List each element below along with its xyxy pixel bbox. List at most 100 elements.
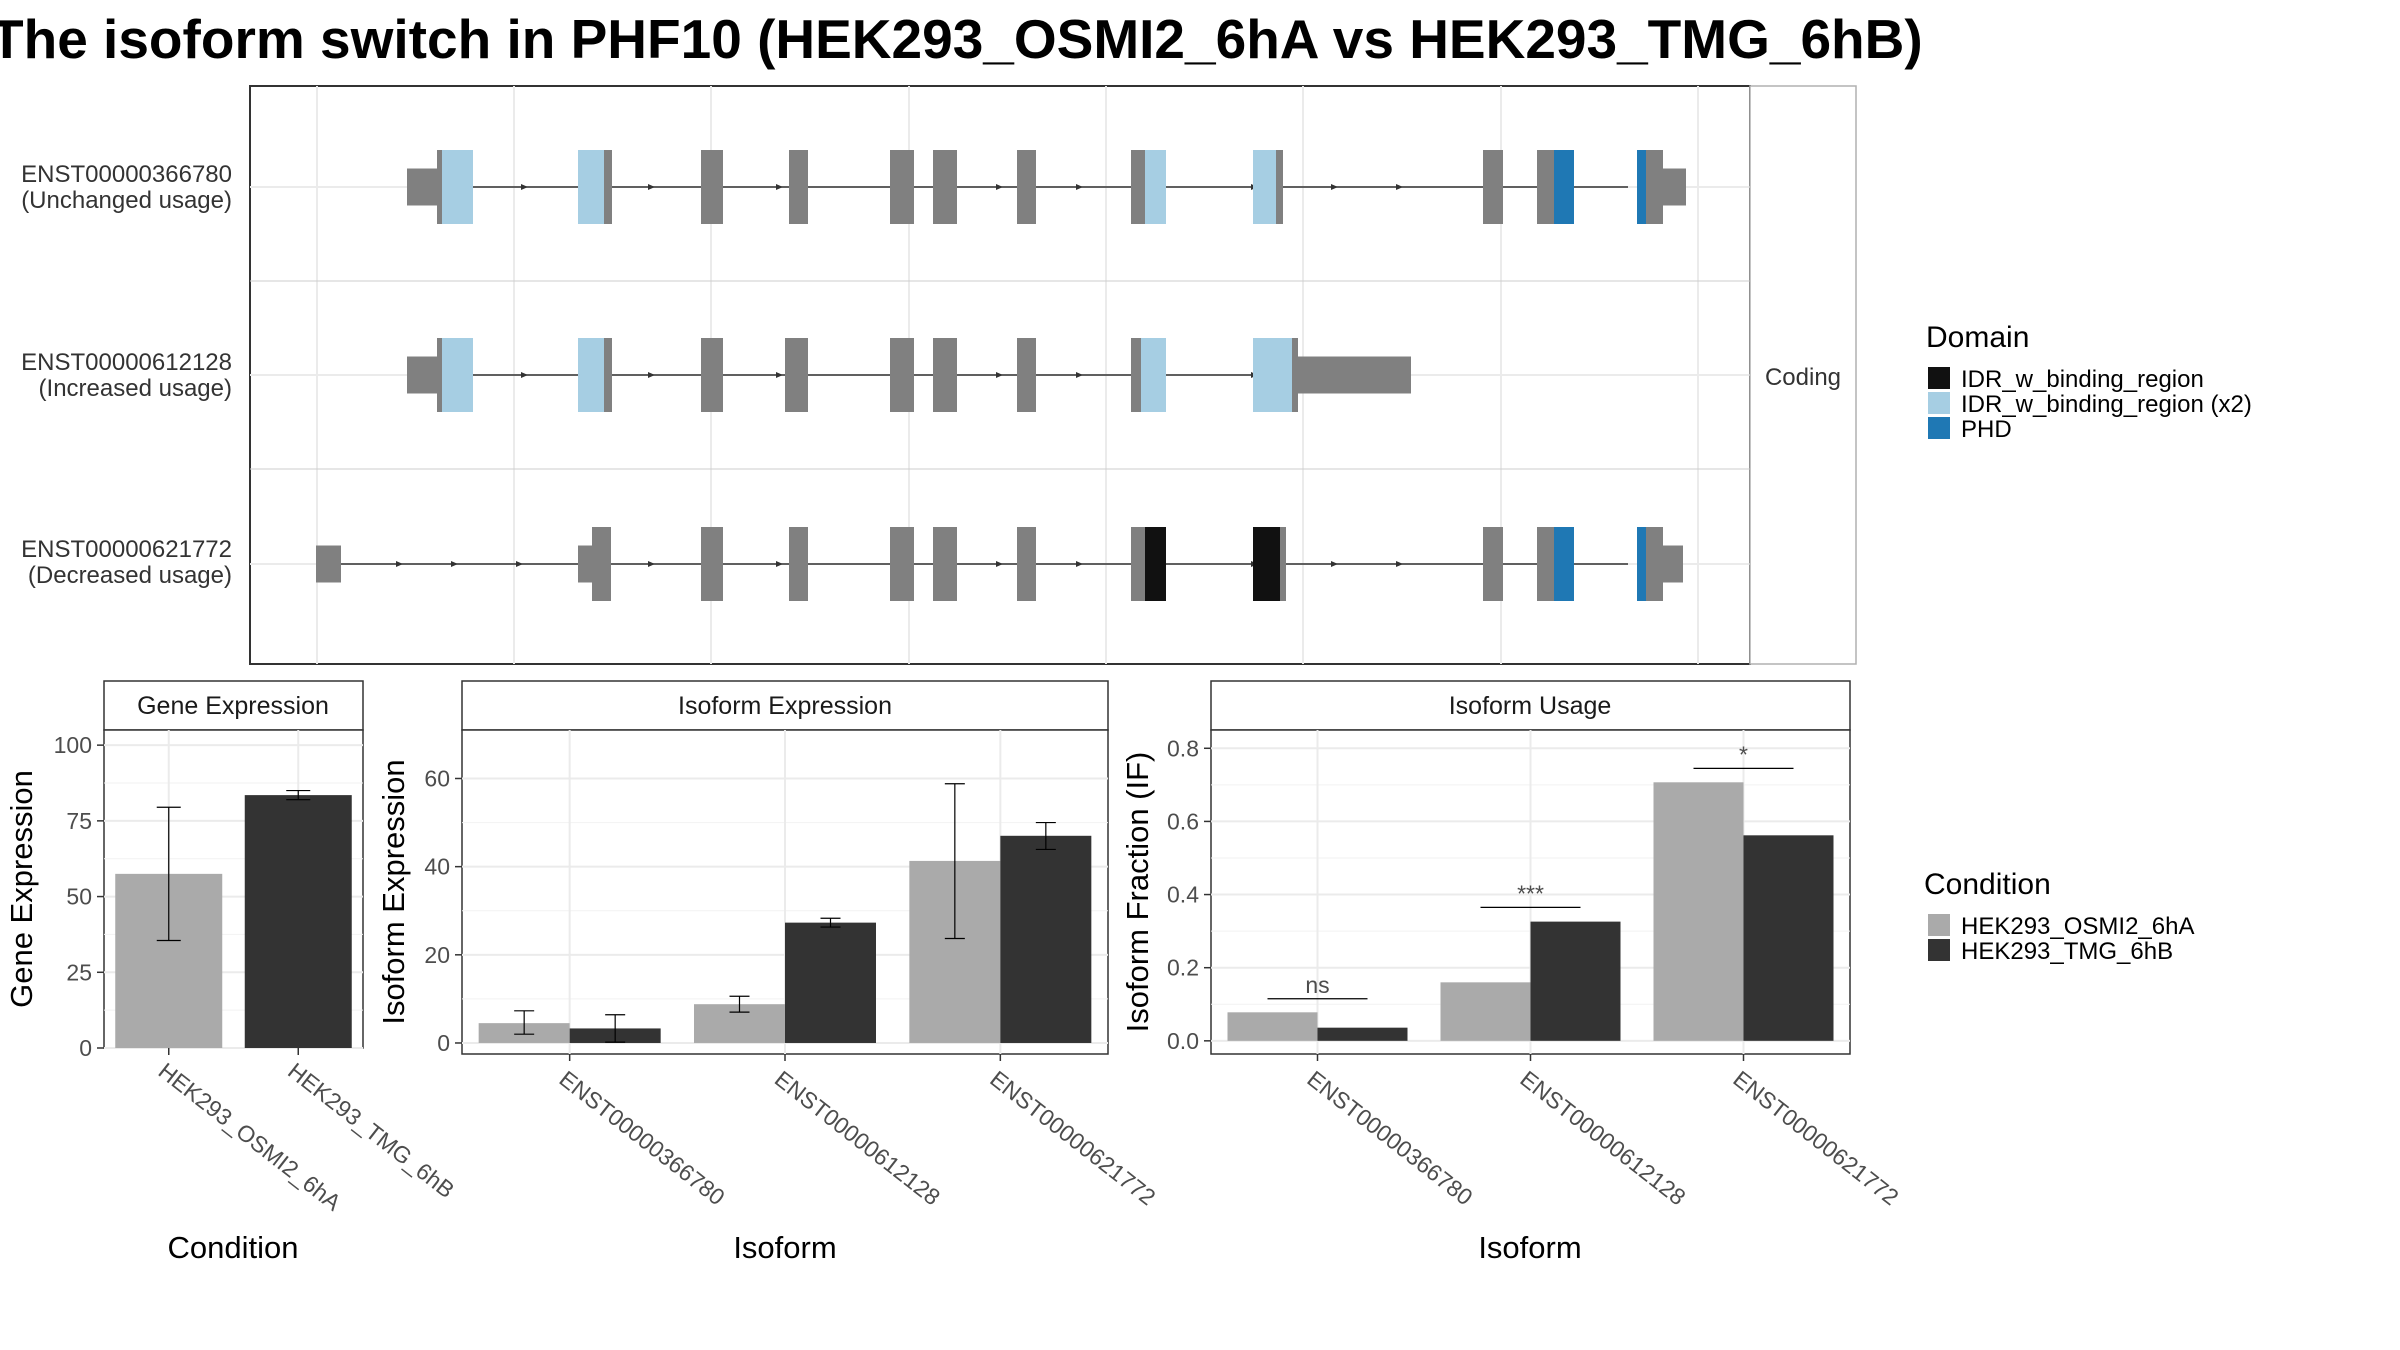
intron-arrow-3-2: [516, 561, 523, 567]
condition-swatch-osmi2: [1928, 914, 1950, 936]
exon-1-13: [1276, 150, 1283, 224]
gene-expression-strip: [103, 680, 364, 731]
intron-arrow-3-4: [776, 561, 783, 567]
transcript-1-usage: (Unchanged usage): [21, 187, 232, 214]
iu-bar-1-2: [1743, 835, 1834, 1041]
ie-ytick-label-3: 60: [424, 765, 450, 791]
ge-bar-1: [244, 795, 352, 1048]
intron-arrow-1-4: [996, 184, 1003, 190]
isoform-usage-x-axis-title: Isoform: [1478, 1230, 1581, 1265]
exon-2-6: [785, 338, 808, 412]
exon-2-3: [578, 338, 604, 412]
intron-arrow-1-7: [1331, 184, 1338, 190]
exon-2-7: [890, 338, 914, 412]
condition-legend: Condition HEK293_OSMI2_6hA HEK293_TMG_6h…: [1924, 868, 2194, 965]
intron-arrow-3-9: [1331, 561, 1338, 567]
isoform-expression-x-ticks: ENST00000366780 ENST00000612128 ENST000006…: [555, 1054, 1160, 1210]
intron-arrow-3-10: [1396, 561, 1403, 567]
ie-ytick-label-1: 20: [424, 942, 450, 968]
exon-1-4: [604, 150, 612, 224]
exon-1-11: [1145, 150, 1166, 224]
iu-xtick-label-2: ENST00000621772: [1728, 1065, 1903, 1210]
iu-bar-0-0: [1227, 1012, 1318, 1041]
coding-facet-strip: [1749, 85, 1857, 665]
iu-bar-0-1: [1440, 982, 1531, 1041]
isoform-expression-panel: Isoform Expression 0 20 40 60 ENST000003667…: [376, 680, 1160, 1265]
exon-1-3: [578, 150, 604, 224]
ge-ytick-label-4: 100: [54, 732, 92, 758]
ie-ytick-label-2: 40: [424, 854, 450, 880]
isoform-expression-y-ticks: 0 20 40 60: [424, 765, 462, 1056]
iu-sig-label-1: ***: [1517, 880, 1544, 906]
intron-arrow-2-0: [521, 372, 528, 378]
exon-1-7: [890, 150, 914, 224]
gene-expression-panel-title: Gene Expression: [137, 692, 329, 720]
exon-2-1: [437, 338, 442, 412]
intron-arrow-3-1: [451, 561, 458, 567]
ie-xtick-label-1: ENST00000612128: [770, 1065, 945, 1210]
exon-3-10: [1253, 527, 1280, 601]
isoform-usage-panel-title: Isoform Usage: [1449, 692, 1612, 720]
isoform-usage-y-ticks: 0.0 0.2 0.4 0.6 0.8: [1167, 735, 1211, 1054]
gene-structure-panel: Coding ENST00000366780 (Unchanged usage)…: [21, 85, 1857, 665]
iu-ytick-label-3: 0.6: [1167, 808, 1199, 834]
iu-ytick-label-0: 0.0: [1167, 1028, 1199, 1054]
iu-bar-1-0: [1317, 1027, 1408, 1041]
isoform-usage-y-axis-title: Isoform Fraction (IF): [1120, 752, 1155, 1033]
ie-xtick-label-0: ENST00000366780: [555, 1065, 730, 1210]
ie-bar-1-2: [1000, 835, 1092, 1043]
iu-sig-label-0: ns: [1305, 972, 1329, 998]
domain-label-idr-x2: IDR_w_binding_region (x2): [1961, 391, 2252, 418]
exon-1-8: [933, 150, 957, 224]
exon-3-7: [1017, 527, 1036, 601]
exon-3-8: [1131, 527, 1145, 601]
intron-arrow-3-0: [396, 561, 403, 567]
intron-arrow-3-6: [996, 561, 1003, 567]
transcript-3-id: ENST00000621772: [21, 536, 232, 563]
iu-ytick-label-2: 0.4: [1167, 882, 1199, 908]
intron-arrow-1-2: [776, 184, 783, 190]
exon-1-18: [1646, 150, 1663, 224]
intron-arrow-1-0: [521, 184, 528, 190]
exon-1-12: [1253, 150, 1276, 224]
exon-3-12: [1483, 527, 1503, 601]
exon-3-0: [316, 545, 341, 583]
exon-3-6: [933, 527, 957, 601]
intron-arrow-1-5: [1076, 184, 1083, 190]
exon-1-0: [407, 168, 437, 206]
intron-arrow-2-1: [648, 372, 655, 378]
exon-1-14: [1483, 150, 1503, 224]
ie-xtick-label-2: ENST00000621772: [985, 1065, 1160, 1210]
domain-swatch-idr: [1928, 367, 1950, 389]
isoform-expression-x-axis-title: Isoform: [733, 1230, 836, 1265]
domain-swatch-idr-x2: [1928, 392, 1950, 414]
ie-ytick-label-0: 0: [437, 1030, 450, 1056]
ge-ytick-label-1: 25: [66, 959, 92, 985]
exon-2-12: [1253, 338, 1292, 412]
exon-2-5: [701, 338, 723, 412]
exon-2-2: [442, 338, 473, 412]
condition-legend-title: Condition: [1924, 868, 2051, 901]
transcript-3-usage: (Decreased usage): [28, 562, 232, 589]
iu-ytick-label-1: 0.2: [1167, 955, 1199, 981]
exon-3-15: [1637, 527, 1646, 601]
exon-2-4: [604, 338, 612, 412]
condition-swatch-tmg: [1928, 939, 1950, 961]
exon-3-5: [890, 527, 914, 601]
iu-ytick-label-4: 0.8: [1167, 735, 1199, 761]
exon-1-10: [1131, 150, 1145, 224]
isoform-usage-bars: [1227, 782, 1834, 1041]
exon-3-2: [592, 527, 611, 601]
exon-1-1: [437, 150, 442, 224]
domain-label-idr: IDR_w_binding_region: [1961, 366, 2204, 393]
intron-arrow-3-7: [1076, 561, 1083, 567]
ie-bar-1-1: [785, 922, 876, 1043]
exon-1-15: [1537, 150, 1554, 224]
domain-legend: Domain IDR_w_binding_region IDR_w_bindin…: [1926, 321, 2252, 443]
structure-tracks: [316, 150, 1686, 601]
exon-1-16: [1554, 150, 1574, 224]
figure-title: The isoform switch in PHF10 (HEK293_OSMI…: [0, 8, 1923, 70]
gene-expression-y-axis-title: Gene Expression: [4, 770, 39, 1008]
